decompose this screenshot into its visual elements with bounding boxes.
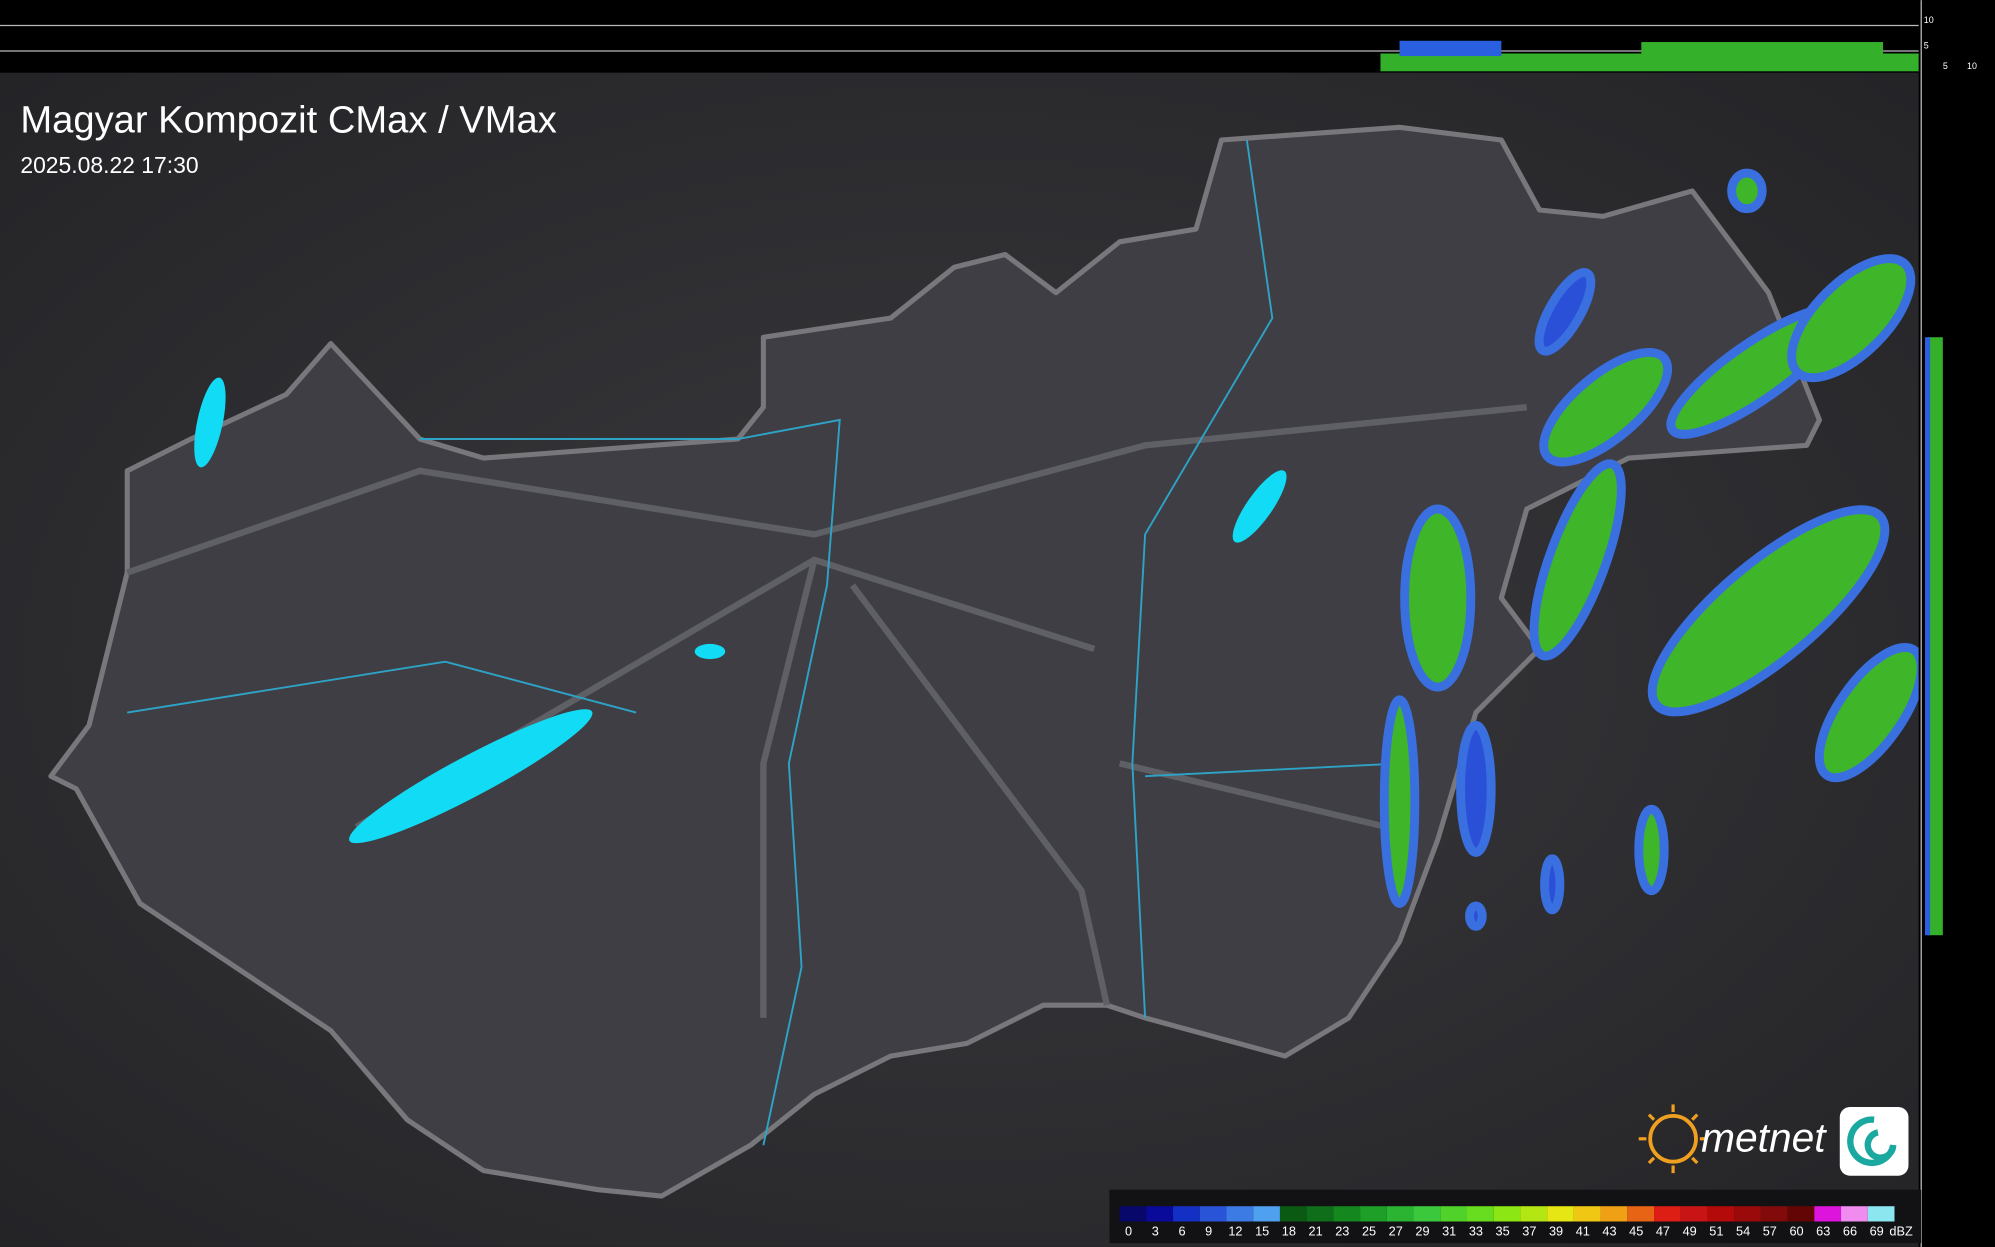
legend-swatch xyxy=(1867,1206,1895,1222)
legend-label: 27 xyxy=(1389,1223,1403,1238)
legend-label: 0 xyxy=(1125,1223,1132,1238)
rivers xyxy=(127,139,1400,1146)
legend-swatch xyxy=(1173,1206,1200,1222)
legend-label: 66 xyxy=(1843,1223,1857,1238)
legend-label: 39 xyxy=(1549,1223,1563,1238)
legend-label: 21 xyxy=(1309,1223,1323,1238)
legend-label: 47 xyxy=(1656,1223,1670,1238)
radar-echoes xyxy=(1379,168,1926,931)
legend-label: 54 xyxy=(1736,1223,1750,1238)
legend-swatch xyxy=(1146,1206,1174,1222)
profile-axis-label: 5 xyxy=(1943,61,1948,71)
legend-label: 35 xyxy=(1496,1223,1510,1238)
legend-label: 12 xyxy=(1228,1223,1242,1238)
legend-swatch xyxy=(1199,1206,1227,1222)
profile-echo xyxy=(1925,337,1931,936)
country-outline xyxy=(48,124,1822,1199)
legend-label: 3 xyxy=(1152,1223,1159,1238)
timestamp: 2025.08.22 17:30 xyxy=(20,152,198,178)
legend-swatch xyxy=(1440,1206,1467,1222)
legend-label: 37 xyxy=(1522,1223,1536,1238)
legend-label: 23 xyxy=(1335,1223,1349,1238)
legend-swatch xyxy=(1760,1206,1788,1222)
legend-label: 60 xyxy=(1789,1223,1803,1238)
legend-label: 29 xyxy=(1415,1223,1429,1238)
profile-axis-label: 10 xyxy=(1924,15,1934,25)
legend-label: 15 xyxy=(1255,1223,1269,1238)
legend-swatch xyxy=(1787,1206,1815,1222)
legend-label: 33 xyxy=(1469,1223,1483,1238)
legend-swatch xyxy=(1119,1206,1147,1222)
legend-label: 69 xyxy=(1870,1223,1884,1238)
legend-swatch xyxy=(1707,1206,1735,1222)
profile-echo xyxy=(1641,42,1884,55)
legend-swatch xyxy=(1680,1206,1708,1222)
legend-label: 51 xyxy=(1709,1223,1723,1238)
legend-swatch xyxy=(1226,1206,1254,1222)
legend-swatch xyxy=(1413,1206,1441,1222)
logo: metnet xyxy=(1638,1104,1909,1176)
legend-label: 25 xyxy=(1362,1223,1376,1238)
legend-label: 31 xyxy=(1442,1223,1456,1238)
profile-axis-label: 10 xyxy=(1967,61,1977,71)
legend-swatch xyxy=(1654,1206,1681,1222)
legend-label: 43 xyxy=(1602,1223,1616,1238)
legend-swatch xyxy=(1386,1206,1414,1222)
legend-swatch xyxy=(1493,1206,1521,1222)
logo-text: metnet xyxy=(1701,1115,1827,1161)
profile-echo xyxy=(1399,40,1502,57)
legend: 0 3 6 9 12 15 18 21 23 25 27 29 31 33 35 37 39 41 43 45 47 49… xyxy=(1119,1206,1913,1238)
legend-label: 57 xyxy=(1763,1223,1777,1238)
legend-swatch xyxy=(1253,1206,1280,1222)
legend-swatch xyxy=(1520,1206,1548,1222)
legend-swatch xyxy=(1814,1206,1842,1222)
legend-swatch xyxy=(1627,1206,1655,1222)
legend-label: 49 xyxy=(1683,1223,1697,1238)
legend-swatch xyxy=(1279,1206,1307,1222)
legend-label: 18 xyxy=(1282,1223,1296,1238)
legend-label: 45 xyxy=(1629,1223,1643,1238)
legend-swatch xyxy=(1466,1206,1494,1222)
map-title: Magyar Kompozit CMax / VMax xyxy=(20,98,556,141)
legend-swatch xyxy=(1306,1206,1334,1222)
profile-echo xyxy=(1380,53,1922,72)
legend-label: 41 xyxy=(1576,1223,1590,1238)
legend-swatch xyxy=(1547,1206,1574,1222)
legend-label: 6 xyxy=(1178,1223,1185,1238)
profile-echo xyxy=(1927,337,1943,936)
legend-swatch xyxy=(1734,1206,1761,1222)
profile-axis-label: 5 xyxy=(1924,40,1929,50)
legend-swatch xyxy=(1600,1206,1628,1222)
legend-unit: dBZ xyxy=(1889,1223,1913,1238)
legend-label: 63 xyxy=(1816,1223,1830,1238)
lakes xyxy=(194,377,1287,844)
legend-swatch xyxy=(1573,1206,1601,1222)
legend-swatch xyxy=(1360,1206,1387,1222)
legend-label: 9 xyxy=(1205,1223,1212,1238)
legend-swatch xyxy=(1333,1206,1361,1222)
legend-swatch xyxy=(1841,1206,1868,1222)
